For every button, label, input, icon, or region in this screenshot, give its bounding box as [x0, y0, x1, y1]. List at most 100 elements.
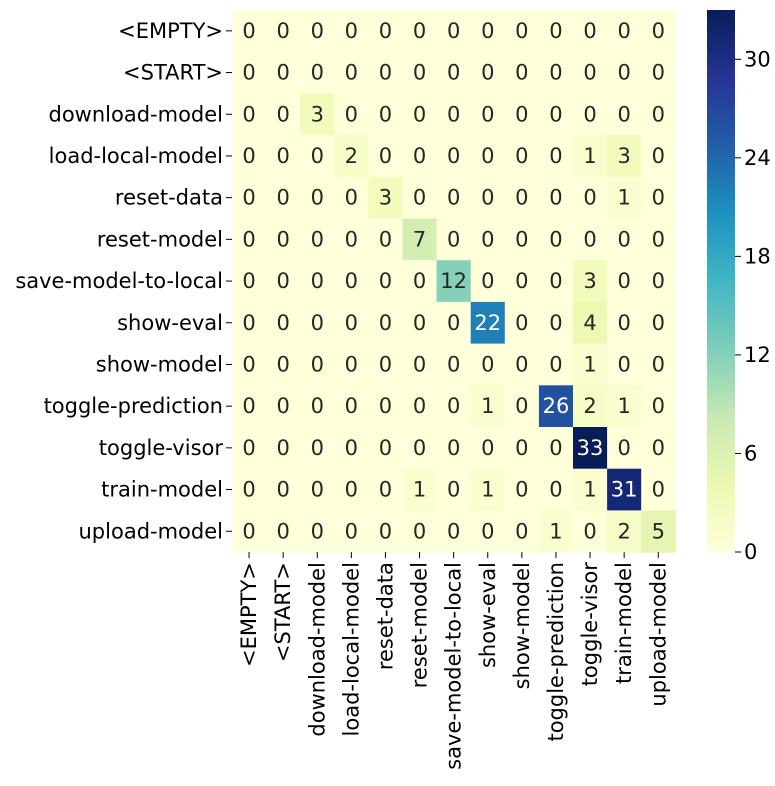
- cell-r8-c12: [641, 343, 676, 386]
- cell-value-r12-c10: 0: [583, 519, 596, 543]
- cell-r7-c12: [641, 301, 676, 345]
- cell-r4-c11: [607, 176, 642, 220]
- cell-value-r8-c1: 0: [276, 352, 289, 376]
- col-label-train-model: train-model: [612, 562, 636, 684]
- cell-r12-c0: [232, 510, 267, 553]
- column-tick-labels: <EMPTY> <START> download-model load-local-m…: [237, 552, 670, 770]
- cell-value-r5-c0: 0: [242, 227, 255, 251]
- cell-r2-c3: [334, 93, 369, 136]
- cell-value-r3-c4: 0: [379, 144, 392, 168]
- row-label-empty: <EMPTY>: [118, 19, 223, 43]
- cell-r11-c9: [538, 468, 574, 511]
- cell-r0-c0: [232, 10, 267, 53]
- cell-value-r4-c10: 0: [583, 186, 596, 210]
- cell-value-r8-c3: 0: [345, 352, 358, 376]
- cell-value-r5-c2: 0: [311, 227, 324, 251]
- cell-value-r5-c6: 0: [447, 227, 460, 251]
- cell-r8-c8: [504, 343, 540, 386]
- cell-value-r5-c11: 0: [617, 227, 630, 251]
- cell-r3-c0: [232, 135, 267, 178]
- cell-value-r2-c3: 0: [345, 102, 358, 126]
- cell-value-r0-c6: 0: [447, 19, 460, 43]
- cell-r3-c3: [334, 135, 369, 178]
- cell-value-r7-c10: 4: [583, 311, 596, 335]
- col-label-show-model: show-model: [510, 562, 534, 689]
- row-label-toggle-prediction: toggle-prediction: [44, 394, 223, 418]
- cell-value-r11-c1: 0: [276, 478, 289, 502]
- cell-value-r11-c11: 31: [611, 478, 638, 502]
- cell-value-r3-c5: 0: [413, 144, 426, 168]
- cell-r4-c8: [504, 176, 540, 220]
- cell-r12-c11: [607, 510, 642, 553]
- cell-r11-c4: [368, 468, 404, 511]
- cell-r5-c1: [266, 218, 301, 261]
- cell-r6-c6: [436, 260, 472, 303]
- cell-value-r0-c11: 0: [617, 19, 630, 43]
- cell-value-r5-c7: 0: [481, 227, 494, 251]
- cell-value-r0-c1: 0: [276, 19, 289, 43]
- cell-r12-c3: [334, 510, 369, 553]
- cell-value-r3-c7: 0: [481, 144, 494, 168]
- col-label-start: <START>: [271, 562, 295, 662]
- cell-value-r2-c6: 0: [447, 102, 460, 126]
- cell-r2-c1: [266, 93, 301, 136]
- cell-r6-c2: [300, 260, 335, 303]
- cell-value-r5-c10: 0: [583, 227, 596, 251]
- cell-value-r8-c6: 0: [447, 352, 460, 376]
- col-label-save-model-to-local: save-model-to-local: [442, 562, 466, 770]
- cell-r4-c0: [232, 176, 267, 220]
- cell-value-r11-c0: 0: [242, 478, 255, 502]
- cell-value-r6-c3: 0: [345, 269, 358, 293]
- cell-value-r12-c1: 0: [276, 519, 289, 543]
- cell-value-r0-c7: 0: [481, 19, 494, 43]
- cell-r10-c10: [573, 427, 608, 470]
- cell-value-r7-c5: 0: [413, 311, 426, 335]
- cell-value-r1-c12: 0: [652, 61, 665, 85]
- cell-r10-c11: [607, 427, 642, 470]
- cell-r8-c0: [232, 343, 267, 386]
- cell-value-r2-c9: 0: [549, 102, 562, 126]
- cell-value-r8-c12: 0: [652, 352, 665, 376]
- cell-r5-c4: [368, 218, 404, 261]
- row-tick-labels: <EMPTY> <START> download-model load-local-m…: [15, 19, 232, 543]
- cell-value-r4-c12: 0: [652, 186, 665, 210]
- cell-r2-c8: [504, 93, 540, 136]
- cell-value-r0-c10: 0: [583, 19, 596, 43]
- cell-r10-c1: [266, 427, 301, 470]
- cell-r11-c12: [641, 468, 676, 511]
- cell-value-r5-c12: 0: [652, 227, 665, 251]
- cell-r0-c7: [470, 10, 506, 53]
- cell-r5-c5: [402, 218, 438, 261]
- cell-value-r2-c11: 0: [617, 102, 630, 126]
- cell-r9-c4: [368, 385, 404, 428]
- cell-value-r10-c8: 0: [515, 436, 528, 460]
- cell-r0-c8: [504, 10, 540, 53]
- cell-value-r2-c5: 0: [413, 102, 426, 126]
- cell-value-r10-c9: 0: [549, 436, 562, 460]
- cell-value-r0-c9: 0: [549, 19, 562, 43]
- cell-value-r3-c0: 0: [242, 144, 255, 168]
- cell-value-r6-c12: 0: [652, 269, 665, 293]
- cell-r3-c4: [368, 135, 404, 178]
- cell-value-r9-c12: 0: [652, 394, 665, 418]
- cell-r1-c0: [232, 51, 267, 94]
- cell-r6-c12: [641, 260, 676, 303]
- cell-r5-c7: [470, 218, 506, 261]
- cell-value-r10-c3: 0: [345, 436, 358, 460]
- cell-value-r0-c8: 0: [515, 19, 528, 43]
- cell-value-r7-c3: 0: [345, 311, 358, 335]
- cell-r7-c3: [334, 301, 369, 345]
- cell-r8-c11: [607, 343, 642, 386]
- colorbar: 0 6 12 18 24 30: [707, 10, 771, 564]
- cell-r1-c4: [368, 51, 404, 94]
- colorbar-label-30: 30: [744, 47, 771, 71]
- cell-r7-c1: [266, 301, 301, 345]
- cell-r0-c5: [402, 10, 438, 53]
- cell-r12-c1: [266, 510, 301, 553]
- cell-r10-c3: [334, 427, 369, 470]
- cell-value-r12-c6: 0: [447, 519, 460, 543]
- cell-r8-c2: [300, 343, 335, 386]
- cell-r7-c7: [470, 301, 506, 345]
- cell-value-r12-c11: 2: [617, 519, 630, 543]
